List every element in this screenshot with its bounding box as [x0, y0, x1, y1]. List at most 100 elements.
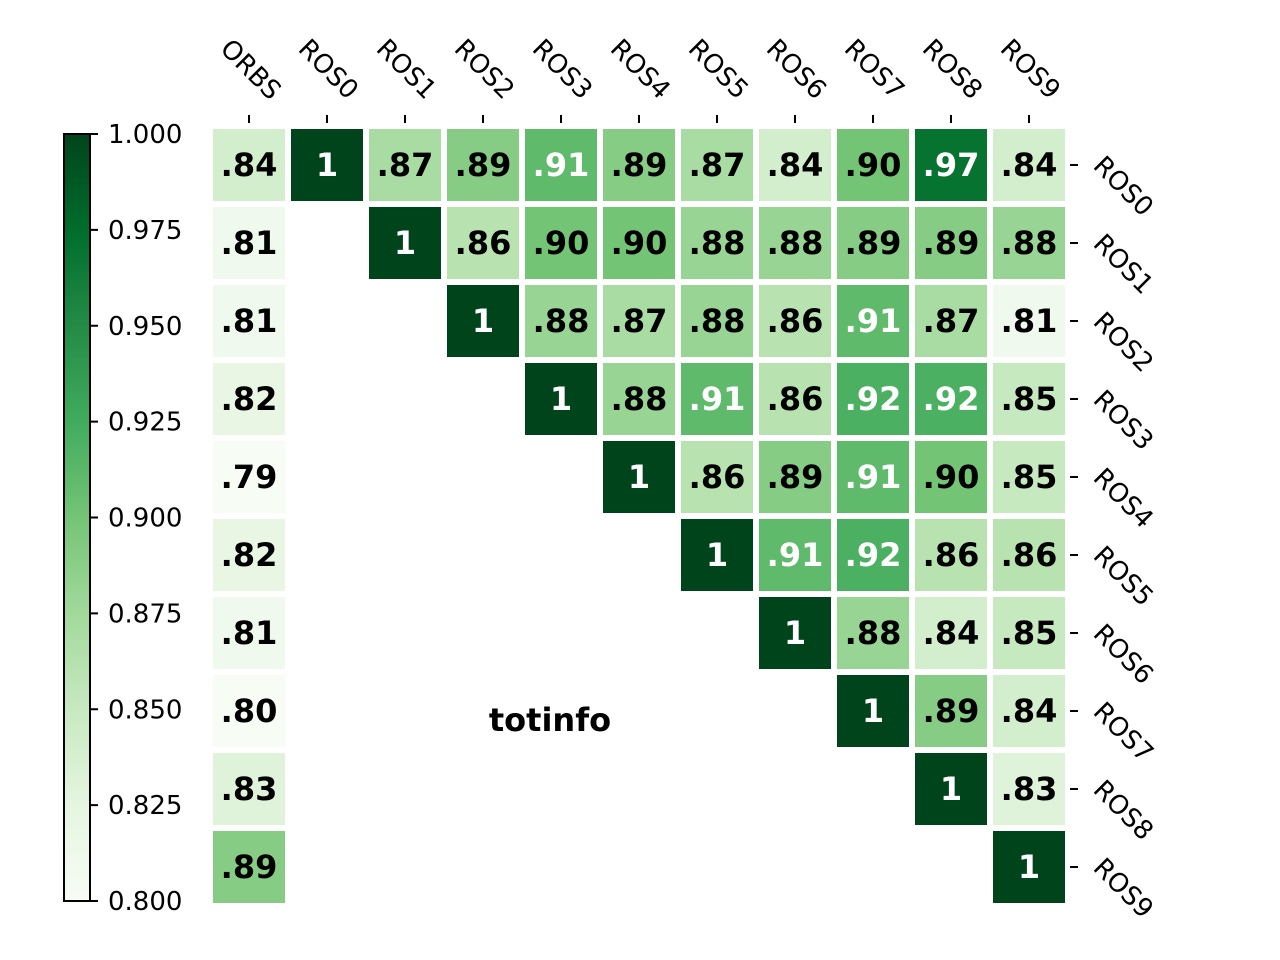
- heatmap-cell: [213, 207, 285, 279]
- heatmap-cell: [213, 675, 285, 747]
- heatmap-cell: [603, 441, 675, 513]
- heatmap-cell: [525, 129, 597, 201]
- cell-value-label: .89: [923, 692, 980, 730]
- cell-value-label: .91: [845, 302, 902, 340]
- heatmap-cell: [993, 675, 1065, 747]
- colorbar-tick-label: 0.875: [108, 599, 182, 629]
- heatmap-cell: [369, 207, 441, 279]
- colorbar-tick-label: 0.950: [108, 312, 182, 342]
- cell-value-label: .84: [767, 146, 824, 184]
- heatmap-cell: [525, 363, 597, 435]
- heatmap-cell: [993, 129, 1065, 201]
- heatmap-cell: [603, 285, 675, 357]
- cell-value-label: .89: [455, 146, 512, 184]
- cell-value-label: .88: [845, 614, 902, 652]
- heatmap-cell: [681, 207, 753, 279]
- colorbar-tick-label: 0.900: [108, 504, 182, 534]
- cell-value-label: 1: [316, 146, 338, 184]
- heatmap-cell: [837, 129, 909, 201]
- heatmap-cell: [759, 597, 831, 669]
- column-tick-label: ROS6: [760, 34, 832, 106]
- column-tick-labels: ORBS ROS0 ROS1 ROS2 ROS3 ROS4 ROS5 ROS6 ROS7 ROS8…: [214, 34, 1066, 123]
- cell-value-label: 1: [1018, 848, 1040, 886]
- heatmap-cell: [915, 519, 987, 591]
- cell-value-label: .92: [845, 380, 902, 418]
- cell-value-label: .83: [1001, 770, 1058, 808]
- colorbar-tick-label: 0.975: [108, 216, 182, 246]
- cell-value-label: .92: [845, 536, 902, 574]
- colorbar-tick-label: 1.000: [108, 120, 182, 150]
- cell-value-label: .87: [689, 146, 746, 184]
- heatmap-cell: [993, 363, 1065, 435]
- cell-value-label: .88: [611, 380, 668, 418]
- column-tick-label: ROS4: [604, 34, 676, 106]
- heatmap-cell: [603, 207, 675, 279]
- heatmap-cell: [213, 363, 285, 435]
- heatmap-cell: [447, 129, 519, 201]
- heatmap-cell: [681, 519, 753, 591]
- cell-value-label: .86: [767, 380, 824, 418]
- heatmap-cell: [603, 363, 675, 435]
- cell-value-label: 1: [628, 458, 650, 496]
- cell-value-label: .86: [689, 458, 746, 496]
- column-tick-label: ROS8: [916, 34, 988, 106]
- cell-value-label: .89: [611, 146, 668, 184]
- row-tick-label: ROS8: [1087, 775, 1159, 847]
- column-tick-label: ROS3: [526, 34, 598, 106]
- cell-value-label: .87: [611, 302, 668, 340]
- cell-value-label: .90: [845, 146, 902, 184]
- heatmap-cell: [837, 441, 909, 513]
- column-tick-label: ROS9: [994, 34, 1066, 106]
- cell-value-label: .86: [1001, 536, 1058, 574]
- heatmap-cell: [915, 207, 987, 279]
- cell-value-label: .88: [767, 224, 824, 262]
- cell-value-label: .91: [767, 536, 824, 574]
- cell-value-label: .85: [1001, 458, 1058, 496]
- row-tick-label: ROS9: [1087, 853, 1159, 925]
- heatmap-cell: [993, 519, 1065, 591]
- cell-value-label: .90: [611, 224, 668, 262]
- cell-value-label: .88: [1001, 224, 1058, 262]
- heatmap-cell: [993, 831, 1065, 903]
- heatmap-cell: [213, 285, 285, 357]
- colorbar: 1.000 0.975 0.950 0.925 0.900 0.875 0.850 0.825…: [63, 120, 182, 917]
- cell-value-label: .81: [1001, 302, 1058, 340]
- cell-value-label: .81: [221, 224, 278, 262]
- cell-value-label: .97: [923, 146, 980, 184]
- cell-value-label: 1: [472, 302, 494, 340]
- heatmap-cell: [993, 753, 1065, 825]
- cell-value-label: .84: [221, 146, 278, 184]
- heatmap-cell: [525, 285, 597, 357]
- heatmap-cell: [837, 519, 909, 591]
- heatmap-cell: [993, 285, 1065, 357]
- colorbar-gradient: [63, 133, 91, 902]
- heatmap-cell: [681, 363, 753, 435]
- row-tick-label: ROS2: [1087, 307, 1159, 379]
- heatmap-cell: [759, 363, 831, 435]
- cell-value-label: .89: [221, 848, 278, 886]
- cell-value-label: .82: [221, 536, 278, 574]
- heatmap-cell: [759, 285, 831, 357]
- heatmap-cell: [915, 285, 987, 357]
- heatmap-cell: [447, 285, 519, 357]
- heatmap-cell: [915, 129, 987, 201]
- cell-value-label: .85: [1001, 380, 1058, 418]
- cell-value-label: .86: [923, 536, 980, 574]
- heatmap-cell: [603, 129, 675, 201]
- heatmap-cell: [915, 363, 987, 435]
- heatmap-cell: [837, 675, 909, 747]
- cell-value-label: .89: [923, 224, 980, 262]
- cell-value-label: 1: [394, 224, 416, 262]
- cell-value-label: .84: [923, 614, 980, 652]
- cell-value-label: .86: [455, 224, 512, 262]
- cell-value-label: 1: [706, 536, 728, 574]
- column-tick-label: ROS1: [370, 34, 442, 106]
- cell-value-label: 1: [784, 614, 806, 652]
- colorbar-tick-label: 0.825: [108, 791, 182, 821]
- cell-value-label: .81: [221, 302, 278, 340]
- cell-value-label: .88: [689, 302, 746, 340]
- row-tick-label: ROS7: [1087, 697, 1159, 769]
- heatmap-cell: [915, 753, 987, 825]
- cell-value-label: .81: [221, 614, 278, 652]
